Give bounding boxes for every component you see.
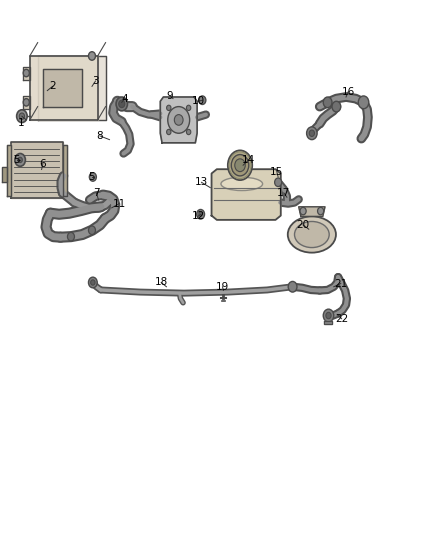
Polygon shape	[23, 67, 30, 80]
Polygon shape	[7, 145, 11, 196]
Text: 18: 18	[155, 278, 168, 287]
Circle shape	[116, 97, 127, 111]
Circle shape	[199, 212, 202, 216]
Circle shape	[89, 173, 96, 181]
Circle shape	[235, 159, 245, 172]
Text: 11: 11	[113, 199, 126, 208]
Text: 16: 16	[342, 87, 355, 96]
Circle shape	[23, 69, 29, 77]
Polygon shape	[2, 167, 7, 182]
Circle shape	[197, 209, 205, 219]
Circle shape	[19, 113, 25, 119]
Circle shape	[199, 96, 206, 104]
Polygon shape	[23, 96, 30, 109]
Text: 19: 19	[216, 282, 229, 292]
Text: 20: 20	[297, 220, 310, 230]
Text: 9: 9	[166, 91, 173, 101]
Circle shape	[23, 99, 29, 106]
Text: 13: 13	[195, 177, 208, 187]
Text: 5: 5	[13, 155, 20, 165]
Ellipse shape	[288, 216, 336, 253]
Circle shape	[326, 312, 331, 319]
Circle shape	[323, 309, 334, 322]
Circle shape	[318, 207, 324, 215]
Text: 5: 5	[88, 172, 95, 182]
Text: 17: 17	[277, 188, 290, 198]
Polygon shape	[38, 56, 106, 120]
Circle shape	[88, 226, 95, 235]
Text: 2: 2	[49, 82, 56, 91]
Circle shape	[323, 97, 332, 108]
Text: 14: 14	[242, 155, 255, 165]
Text: 8: 8	[96, 131, 103, 141]
Circle shape	[17, 110, 27, 123]
Text: 4: 4	[121, 94, 128, 103]
Ellipse shape	[221, 177, 263, 191]
Circle shape	[91, 280, 95, 285]
Circle shape	[288, 281, 297, 292]
Circle shape	[88, 52, 95, 60]
Polygon shape	[160, 97, 197, 143]
Text: 7: 7	[93, 188, 100, 198]
Polygon shape	[212, 169, 281, 220]
Text: 1: 1	[18, 118, 25, 127]
Polygon shape	[11, 142, 63, 198]
Text: 12: 12	[191, 212, 205, 221]
Circle shape	[187, 130, 191, 135]
Text: 10: 10	[191, 96, 205, 106]
Circle shape	[119, 100, 125, 108]
Polygon shape	[324, 321, 332, 324]
Polygon shape	[30, 56, 98, 120]
Text: 3: 3	[92, 76, 99, 86]
Circle shape	[168, 107, 190, 133]
Ellipse shape	[294, 222, 329, 247]
Polygon shape	[63, 145, 67, 196]
Text: 21: 21	[334, 279, 347, 288]
Circle shape	[166, 130, 171, 135]
Text: 6: 6	[39, 159, 46, 168]
Text: 22: 22	[335, 314, 348, 324]
Circle shape	[187, 105, 191, 110]
Circle shape	[18, 157, 22, 163]
Circle shape	[166, 105, 171, 110]
Polygon shape	[43, 69, 82, 107]
Circle shape	[358, 96, 369, 109]
Polygon shape	[299, 207, 325, 216]
Circle shape	[67, 232, 74, 241]
Circle shape	[332, 101, 341, 112]
Circle shape	[88, 277, 97, 288]
Circle shape	[228, 150, 252, 180]
Circle shape	[15, 154, 25, 166]
Circle shape	[307, 127, 317, 140]
Circle shape	[231, 155, 249, 176]
Circle shape	[275, 178, 282, 187]
Text: 15: 15	[270, 167, 283, 176]
Circle shape	[300, 207, 306, 215]
Circle shape	[309, 130, 314, 136]
Circle shape	[174, 115, 183, 125]
